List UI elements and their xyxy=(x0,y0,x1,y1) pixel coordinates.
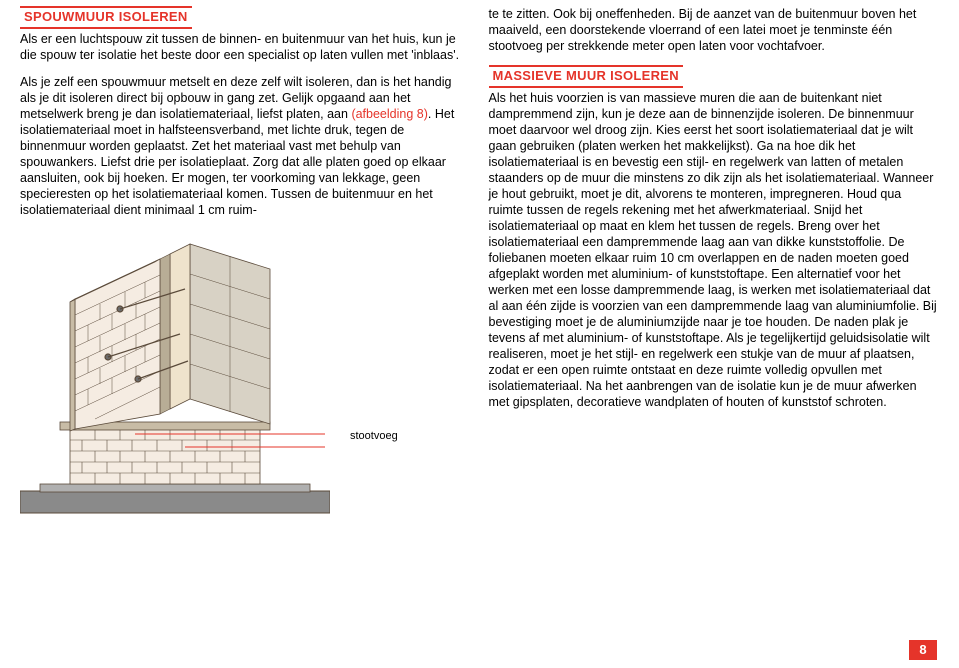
ref-afbeelding8: (afbeelding 8) xyxy=(351,107,427,121)
heading-massieve: MASSIEVE MUUR ISOLEREN xyxy=(489,65,683,88)
page-number: 8 xyxy=(909,640,937,660)
left-p2b: . Het isolatiemateriaal moet in halfstee… xyxy=(20,107,454,217)
left-column: SPOUWMUUR ISOLEREN Als er een luchtspouw… xyxy=(20,6,471,533)
illustration-wrap: stootvoeg xyxy=(20,229,471,533)
left-p1: Als er een luchtspouw zit tussen de binn… xyxy=(20,31,471,63)
right-p1: te te zitten. Ook bij oneffenheden. Bij … xyxy=(489,6,940,54)
right-column: te te zitten. Ook bij oneffenheden. Bij … xyxy=(489,6,940,533)
heading-spouwmuur: SPOUWMUUR ISOLEREN xyxy=(20,6,192,29)
callout-stootvoeg: stootvoeg xyxy=(350,429,398,443)
wall-diagram xyxy=(20,229,330,529)
left-p2: Als je zelf een spouwmuur metselt en dez… xyxy=(20,74,471,218)
right-p2: Als het huis voorzien is van massieve mu… xyxy=(489,90,940,410)
